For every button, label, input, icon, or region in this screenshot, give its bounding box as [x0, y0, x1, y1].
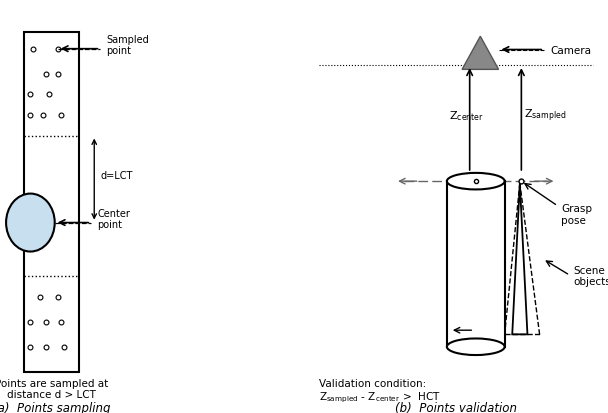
- Bar: [24, 33, 79, 372]
- Text: Grasp
pose: Grasp pose: [561, 204, 592, 225]
- Text: Scene
objects: Scene objects: [573, 265, 608, 287]
- Text: Sampled
point: Sampled point: [106, 35, 149, 56]
- Text: (b)  Points validation: (b) Points validation: [395, 401, 517, 413]
- Ellipse shape: [447, 173, 505, 190]
- Text: Center
point: Center point: [97, 208, 130, 230]
- Text: Validation condition:
Z$_{\mathregular{sampled}}$ - Z$_{\mathregular{center}}$ >: Validation condition: Z$_{\mathregular{s…: [319, 378, 441, 404]
- Ellipse shape: [6, 194, 55, 252]
- Text: Camera: Camera: [550, 45, 591, 55]
- Text: d=LCT: d=LCT: [100, 171, 133, 180]
- Polygon shape: [512, 184, 528, 335]
- Text: Z$_{\mathregular{center}}$: Z$_{\mathregular{center}}$: [449, 109, 484, 123]
- Ellipse shape: [447, 339, 505, 355]
- Text: Z$_{\mathregular{sampled}}$: Z$_{\mathregular{sampled}}$: [524, 107, 567, 124]
- Polygon shape: [462, 37, 499, 70]
- Text: Points are sampled at
distance d > LCT: Points are sampled at distance d > LCT: [0, 378, 108, 399]
- Text: (a)  Points sampling: (a) Points sampling: [0, 401, 111, 413]
